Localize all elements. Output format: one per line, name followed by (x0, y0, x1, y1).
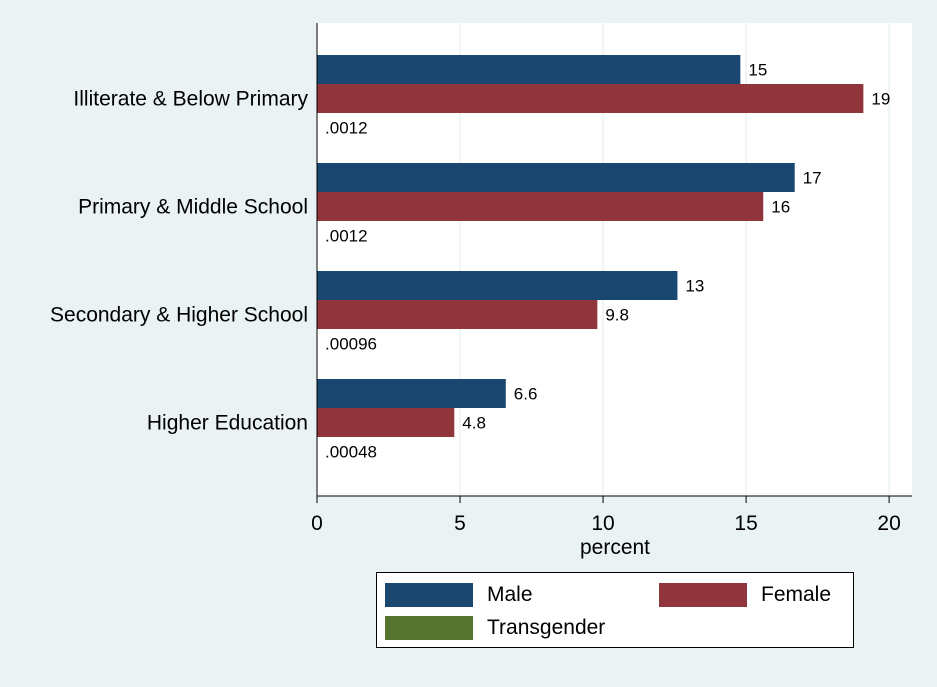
bar-male-3 (317, 379, 506, 408)
bar-female-1 (317, 192, 763, 221)
bar-male-2 (317, 271, 677, 300)
bar-female-3 (317, 408, 454, 437)
data-label-male-0: 15 (748, 61, 767, 80)
data-label-transgender-0: .0012 (325, 119, 368, 138)
bar-male-1 (317, 163, 795, 192)
category-label-1: Primary & Middle School (78, 196, 308, 219)
data-label-male-3: 6.6 (514, 385, 538, 404)
category-label-0: Illiterate & Below Primary (73, 88, 308, 111)
x-tick-label-0: 0 (311, 512, 323, 535)
x-axis-title: percent (580, 536, 650, 559)
x-axis-ticks: 0 5 10 15 20 (311, 496, 901, 535)
legend: Male Female Transgender (376, 572, 854, 648)
x-tick-label-3: 15 (734, 512, 757, 535)
data-label-transgender-3: .00048 (325, 443, 377, 462)
data-label-female-0: 19 (871, 90, 890, 109)
category-labels: Illiterate & Below Primary Primary & Midd… (50, 88, 308, 435)
data-label-transgender-2: .00096 (325, 335, 377, 354)
x-tick-label-4: 20 (877, 512, 900, 535)
legend-label-male: Male (487, 583, 533, 607)
legend-label-transgender: Transgender (487, 616, 605, 640)
data-label-female-2: 9.8 (605, 306, 629, 325)
data-label-female-1: 16 (771, 198, 790, 217)
bar-female-2 (317, 300, 597, 329)
legend-swatch-female (659, 583, 747, 607)
x-tick-label-1: 5 (454, 512, 466, 535)
bar-male-0 (317, 55, 740, 84)
data-label-male-1: 17 (803, 169, 822, 188)
category-label-3: Higher Education (147, 412, 308, 435)
data-label-transgender-1: .0012 (325, 227, 368, 246)
legend-label-female: Female (761, 583, 831, 607)
data-label-female-3: 4.8 (462, 414, 486, 433)
legend-swatch-male (385, 583, 473, 607)
x-tick-label-2: 10 (591, 512, 614, 535)
data-label-male-2: 13 (685, 277, 704, 296)
bar-female-0 (317, 84, 863, 113)
category-label-2: Secondary & Higher School (50, 304, 308, 327)
legend-swatch-transgender (385, 616, 473, 640)
